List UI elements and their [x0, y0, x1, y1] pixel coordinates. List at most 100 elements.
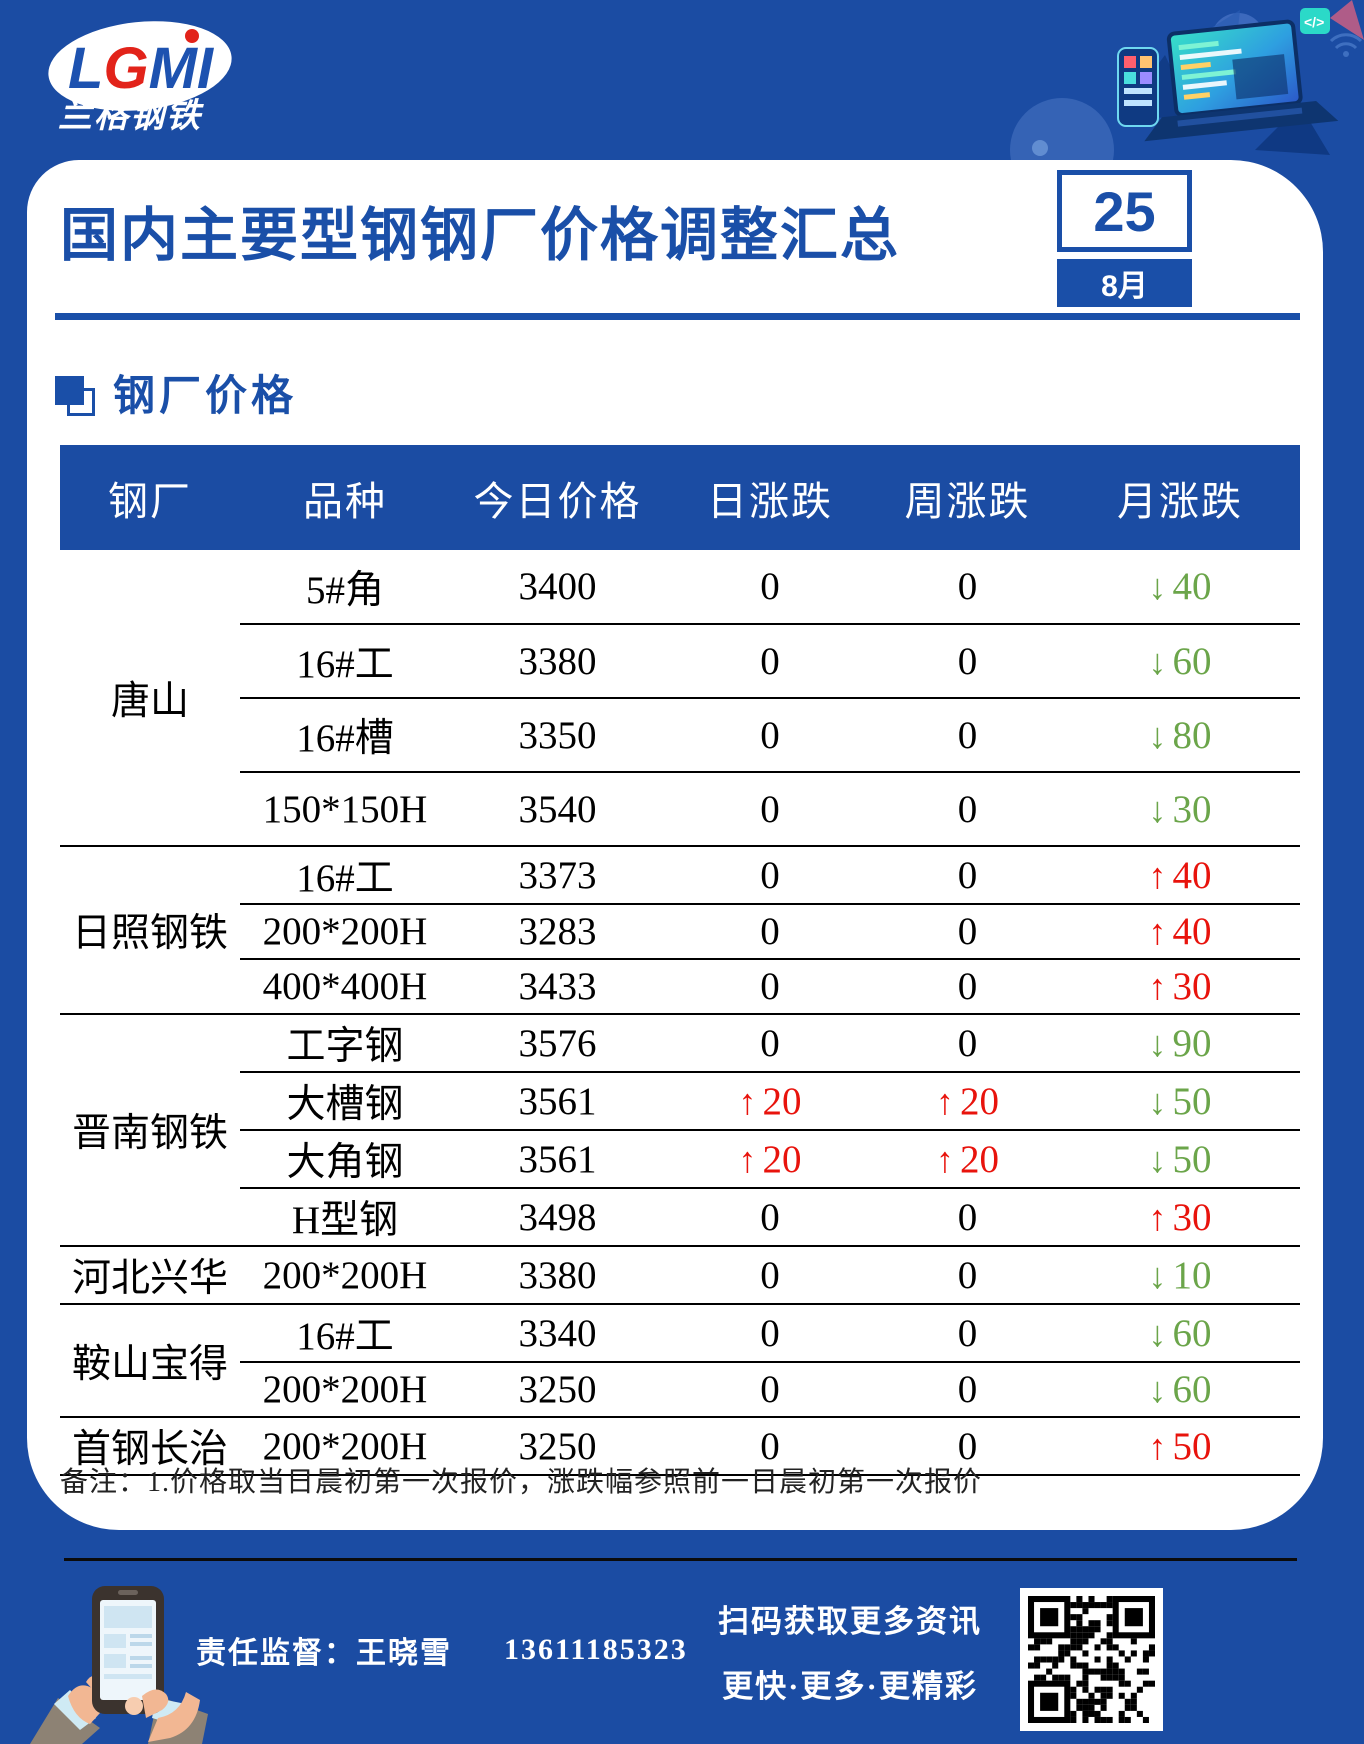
price-cell: 3561 [450, 1071, 665, 1130]
week-change-cell: 0 [875, 623, 1060, 698]
week-change-cell: 0 [875, 845, 1060, 904]
content-card: 国内主要型钢钢厂价格调整汇总 25 8月 钢厂价格 钢厂 品种 今日价格 日涨跌 周涨跌… [27, 160, 1323, 1530]
variety-cell: 200*200H [240, 1361, 450, 1417]
down-arrow-icon: ↓ [1148, 1081, 1167, 1122]
week-change-cell: 0 [875, 903, 1060, 959]
up-arrow-icon: ↑ [1148, 1197, 1167, 1238]
up-arrow-icon: ↑ [936, 1081, 954, 1122]
column-header: 今日价格 [473, 478, 642, 524]
variety-cell: 400*400H [240, 958, 450, 1014]
price-cell: 3250 [450, 1416, 665, 1475]
title-divider [55, 313, 1300, 320]
month-change-cell: ↑ 40 [1060, 845, 1300, 904]
price-cell: 3380 [450, 623, 665, 698]
scan-line2: 更快·更多·更精彩 [722, 1669, 978, 1704]
month-change-cell: ↓ 30 [1060, 771, 1300, 846]
day-change-cell: 0 [760, 565, 780, 608]
date-badge: 25 8月 [1057, 170, 1192, 307]
phone-in-hands-illustration [30, 1586, 208, 1744]
month-change-cell: ↑ 40 [1060, 903, 1300, 959]
table-row: 200*200H 3283 0 0 ↑ 40 [60, 903, 1300, 959]
supervisor-phone: 13611185323 [504, 1633, 688, 1666]
month-change-cell: ↓ 10 [1060, 1245, 1300, 1304]
month-change-cell: ↓ 50 [1060, 1071, 1300, 1130]
week-change-cell: 0 [875, 958, 1060, 1014]
week-change-cell: 0 [875, 1245, 1060, 1304]
price-cell: 3283 [450, 903, 665, 959]
table-row: 唐山 5#角 3400 0 0 ↓ 40 [60, 550, 1300, 723]
mill-cell: 唐山 [110, 679, 189, 723]
table-row: 鞍山宝得 16#工 3340 0 0 ↓ 60 [60, 1303, 1300, 1417]
variety-cell: 150*150H [240, 771, 450, 846]
price-cell: 3561 [450, 1129, 665, 1188]
week-change-cell: 0 [875, 1361, 1060, 1417]
day-change-cell: 0 [665, 1361, 875, 1417]
month-change-cell: ↓ 50 [1060, 1129, 1300, 1188]
column-header: 周涨跌 [904, 478, 1031, 524]
section-header: 钢厂价格 [55, 370, 297, 423]
week-change-cell: 0 [875, 1303, 1060, 1362]
month-change-cell: ↑ 30 [1060, 958, 1300, 1014]
week-change-cell: ↑ 20 [875, 1071, 1060, 1130]
mill-cell: 鞍山宝得 [60, 1303, 240, 1417]
footnote: 备注：1.价格取当日晨初第一次报价，涨跌幅参照前一日晨初第一次报价 [60, 1467, 983, 1498]
up-arrow-icon: ↑ [1148, 912, 1167, 952]
svg-text:LGMI: LGMI [68, 36, 215, 101]
table-row: 大角钢 3561 ↑ 20 ↑ 20 ↓ 50 [60, 1129, 1300, 1188]
lgmi-logo: LGMI [48, 21, 232, 111]
variety-cell: 16#工 [240, 623, 450, 698]
variety-cell: 5#角 [305, 568, 384, 612]
column-header: 品种 [303, 478, 387, 524]
down-arrow-icon: ↓ [1148, 1255, 1167, 1296]
down-arrow-icon: ↓ [1148, 1313, 1167, 1354]
table-row: 150*150H 3540 0 0 ↓ 30 [60, 771, 1300, 846]
price-cell: 3380 [450, 1245, 665, 1304]
month-change-cell: ↓ 60 [1060, 1361, 1300, 1417]
day-change-cell: 0 [665, 697, 875, 772]
up-arrow-icon: ↑ [936, 1139, 954, 1180]
column-header: 日涨跌 [707, 478, 833, 524]
table-row: H型钢 3498 0 0 ↑ 30 [60, 1187, 1300, 1246]
day-change-cell: 0 [665, 1187, 875, 1246]
day-change-cell: 0 [665, 1303, 875, 1362]
price-cell: 3373 [450, 845, 665, 904]
table-row: 16#槽 3350 0 0 ↓ 80 [60, 697, 1300, 772]
day-change-cell: 0 [665, 623, 875, 698]
price-cell: 3540 [450, 771, 665, 846]
variety-cell: 16#槽 [240, 697, 450, 772]
qr-code [1020, 1588, 1163, 1731]
day-change-cell: 0 [665, 1013, 875, 1072]
price-cell: 3350 [450, 697, 665, 772]
variety-cell: 16#工 [240, 1303, 450, 1362]
month-change-cell: ↓ 40 [1148, 565, 1212, 608]
month-change-cell: ↑ 30 [1060, 1187, 1300, 1246]
price-cell: 3340 [450, 1303, 665, 1362]
section-square-icon [55, 375, 97, 418]
variety-cell: 200*200H [240, 1416, 450, 1475]
variety-cell: 200*200H [240, 903, 450, 959]
table-row: 河北兴华 200*200H 3380 0 0 ↓ 10 [60, 1245, 1300, 1304]
day-change-cell: 0 [665, 771, 875, 846]
scan-text: 扫码获取更多资讯 更快·更多·更精彩 [700, 1596, 1000, 1706]
table-header: 钢厂 品种 今日价格 日涨跌 周涨跌 月涨跌 [60, 445, 1300, 550]
section-title: 钢厂价格 [113, 374, 298, 420]
supervisor-name: 责任监督：王晓雪 [196, 1637, 452, 1670]
table-row: 200*200H 3250 0 0 ↓ 60 [60, 1361, 1300, 1417]
up-arrow-icon: ↑ [1148, 855, 1167, 896]
table-row: 首钢长治 200*200H 3250 0 0 ↑ 50 [60, 1416, 1300, 1475]
week-change-cell: 0 [875, 771, 1060, 846]
variety-cell: 大槽钢 [240, 1071, 450, 1130]
day-change-cell: 0 [665, 845, 875, 904]
price-cell: 3250 [450, 1361, 665, 1417]
mill-cell: 晋南钢铁 [60, 1013, 240, 1246]
day-change-cell: 0 [665, 1245, 875, 1304]
date-month: 8月 [1057, 259, 1192, 307]
week-change-cell: 0 [875, 1187, 1060, 1246]
week-change-cell: 0 [875, 1013, 1060, 1072]
down-arrow-icon: ↓ [1148, 1023, 1167, 1064]
table-row: 日照钢铁 16#工 3373 0 0 ↑ 40 [60, 845, 1300, 1014]
variety-cell: 工字钢 [240, 1013, 450, 1072]
table-row: 16#工 3380 0 0 ↓ 60 [60, 623, 1300, 698]
variety-cell: 16#工 [240, 845, 450, 904]
